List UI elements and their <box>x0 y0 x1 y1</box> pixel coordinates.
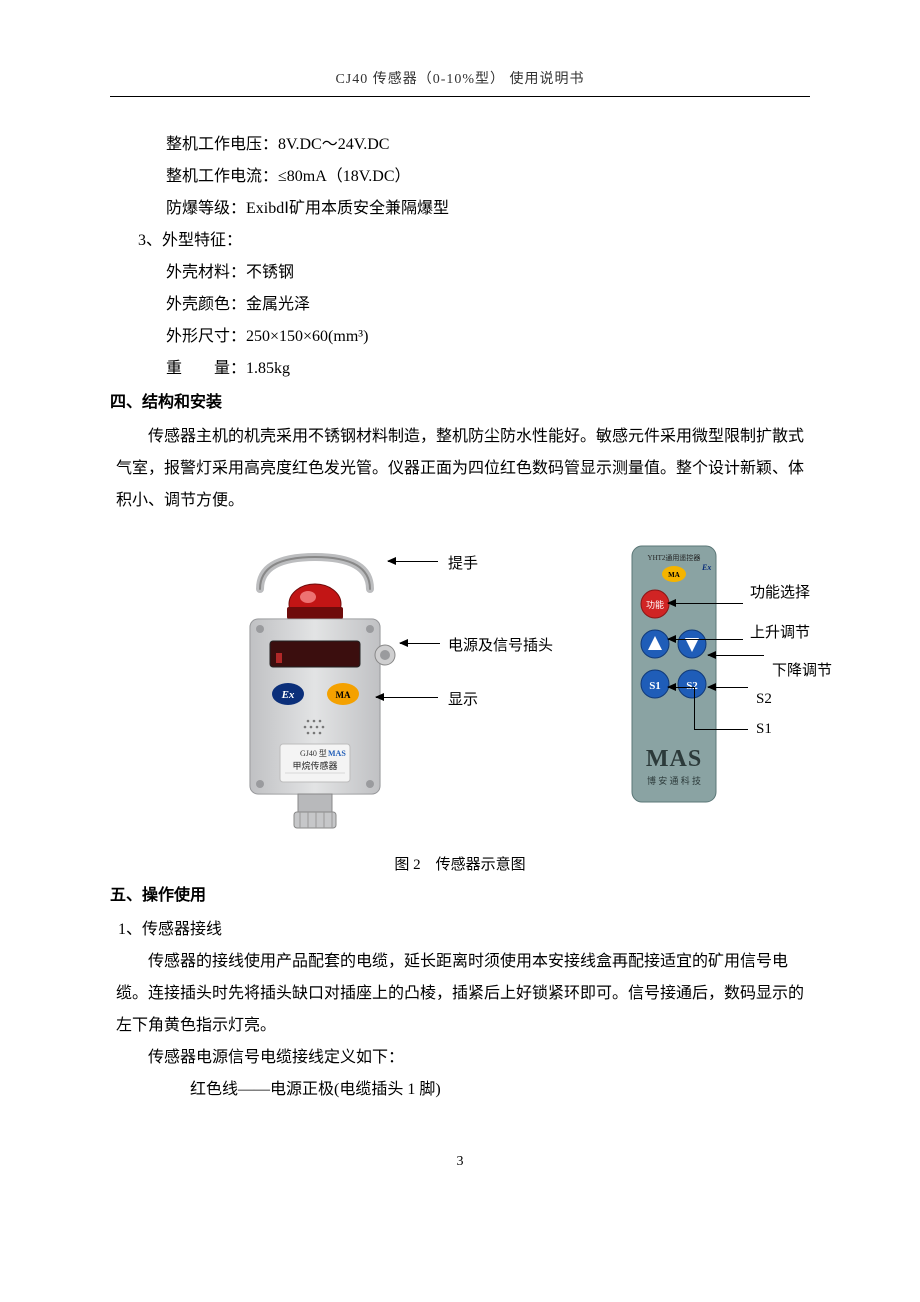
section5-body2: 传感器电源信号电缆接线定义如下： <box>110 1042 810 1074</box>
spec-current: 整机工作电流：≤80mA（18V.DC） <box>110 161 810 193</box>
svg-text:MAS: MAS <box>646 746 702 772</box>
section5-body1: 传感器的接线使用产品配套的电缆，延长距离时须使用本安接线盒再配接适宜的矿用信号电… <box>110 946 810 1042</box>
page-number: 3 <box>110 1154 810 1170</box>
section4-title: 四、结构和安装 <box>110 387 810 419</box>
spec-material: 外壳材料：不锈钢 <box>110 257 810 289</box>
spec-voltage: 整机工作电压：8V.DC～24V.DC <box>110 129 810 161</box>
svg-text:MA: MA <box>336 690 351 700</box>
label-handle: 提手 <box>448 552 478 573</box>
section4-body: 传感器主机的机壳采用不锈钢材料制造，整机防尘防水性能好。敏感元件采用微型限制扩散… <box>110 421 810 517</box>
page-header: CJ40 传感器（0-10%型） 使用说明书 <box>110 68 810 97</box>
label-down: 下降调节 <box>772 659 832 680</box>
spec-weight: 重 量：1.85kg <box>110 353 810 385</box>
svg-text:GJ40 型: GJ40 型 <box>300 749 327 758</box>
svg-text:S2: S2 <box>686 680 698 692</box>
figure-caption: 图 2 传感器示意图 <box>110 853 810 874</box>
svg-text:功能: 功能 <box>646 599 664 610</box>
label-plug: 电源及信号插头 <box>448 634 553 655</box>
spec-size: 外形尺寸：250×150×60(mm³) <box>110 321 810 353</box>
svg-text:Ex: Ex <box>281 689 295 701</box>
svg-text:S1: S1 <box>649 680 661 692</box>
section5-title: 五、操作使用 <box>110 880 810 912</box>
svg-text:MA: MA <box>668 571 680 579</box>
label-display: 显示 <box>448 688 478 709</box>
svg-text:Ex: Ex <box>701 563 711 572</box>
svg-text:甲烷传感器: 甲烷传感器 <box>292 760 337 771</box>
section5-body3: 红色线——电源正极(电缆插头 1 脚) <box>110 1074 810 1106</box>
spec-explosion: 防爆等级：ExibdⅠ矿用本质安全兼隔爆型 <box>110 193 810 225</box>
spec-color: 外壳颜色：金属光泽 <box>110 289 810 321</box>
svg-text:MAS: MAS <box>328 749 346 758</box>
section5-sub1: 1、传感器接线 <box>110 914 810 946</box>
svg-text:YHT2通用遥控器: YHT2通用遥控器 <box>648 553 701 562</box>
label-s1: S1 <box>756 721 772 738</box>
spec-section3: 3、外型特征： <box>110 225 810 257</box>
remote-control-icon: YHT2通用遥控器 Ex MA 功能 S1 S2 MAS 博 安 通 科 技 <box>630 544 718 804</box>
figure-area: Ex MA GJ40 型 MAS 甲烷传感器 <box>110 529 810 849</box>
svg-text:博 安 通 科 技: 博 安 通 科 技 <box>647 775 701 786</box>
label-s2: S2 <box>756 691 772 708</box>
label-func: 功能选择 <box>750 581 810 602</box>
label-up: 上升调节 <box>750 621 810 642</box>
